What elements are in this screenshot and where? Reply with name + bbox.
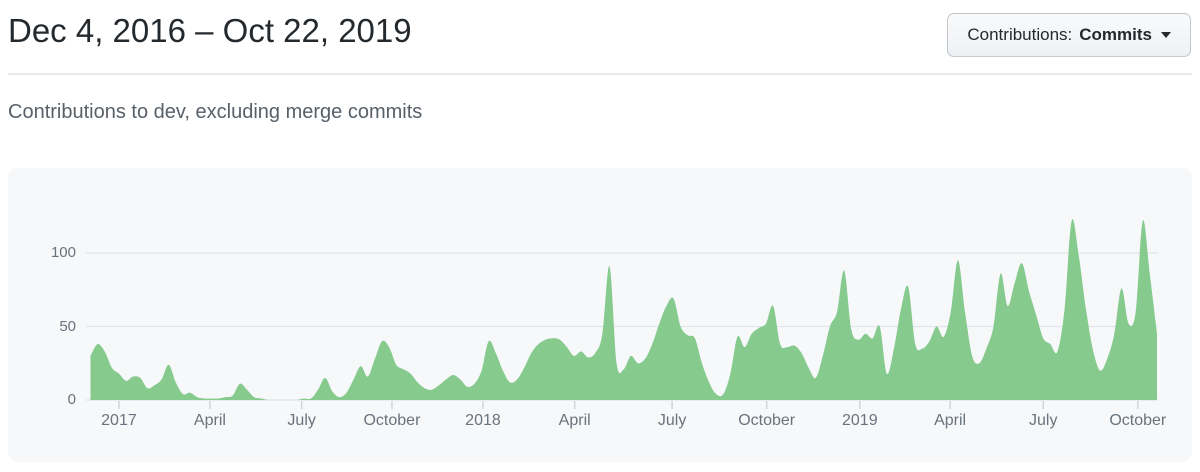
chevron-down-icon [1161, 32, 1171, 38]
page-title: Dec 4, 2016 – Oct 22, 2019 [8, 12, 412, 49]
header-divider [8, 73, 1192, 75]
filter-selected-option: Commits [1079, 25, 1152, 44]
x-axis-tick-label: October [1109, 412, 1167, 429]
contributions-filter-button[interactable]: Contributions: Commits [947, 13, 1191, 57]
y-axis-tick-label: 50 [59, 317, 76, 335]
commit-area-chart[interactable] [8, 168, 1192, 462]
chart-panel: 0 50 100 2017 April July October 2018 April July O… [8, 168, 1192, 462]
chart-subtitle: Contributions to dev, excluding merge co… [8, 101, 423, 123]
x-axis-tick-label: 2018 [465, 412, 501, 429]
x-axis-tick-label: April [193, 412, 226, 429]
y-axis-tick-label: 100 [50, 244, 76, 261]
x-axis-tick-label: April [558, 412, 591, 429]
x-axis-tick-label: July [1029, 412, 1058, 429]
x-axis-tick-label: July [287, 412, 316, 429]
y-axis-tick-label: 0 [67, 391, 76, 408]
x-axis-tick-label: October [738, 412, 796, 429]
x-axis-tick-label: October [363, 412, 421, 429]
x-axis-tick-label: 2019 [842, 412, 878, 429]
x-axis-tick-label: 2017 [101, 412, 137, 429]
x-axis-tick-label: July [657, 412, 687, 429]
filter-button-label: Contributions: [967, 25, 1073, 44]
x-axis-tick-label: April [934, 412, 967, 429]
commit-activity-area[interactable] [90, 219, 1158, 400]
